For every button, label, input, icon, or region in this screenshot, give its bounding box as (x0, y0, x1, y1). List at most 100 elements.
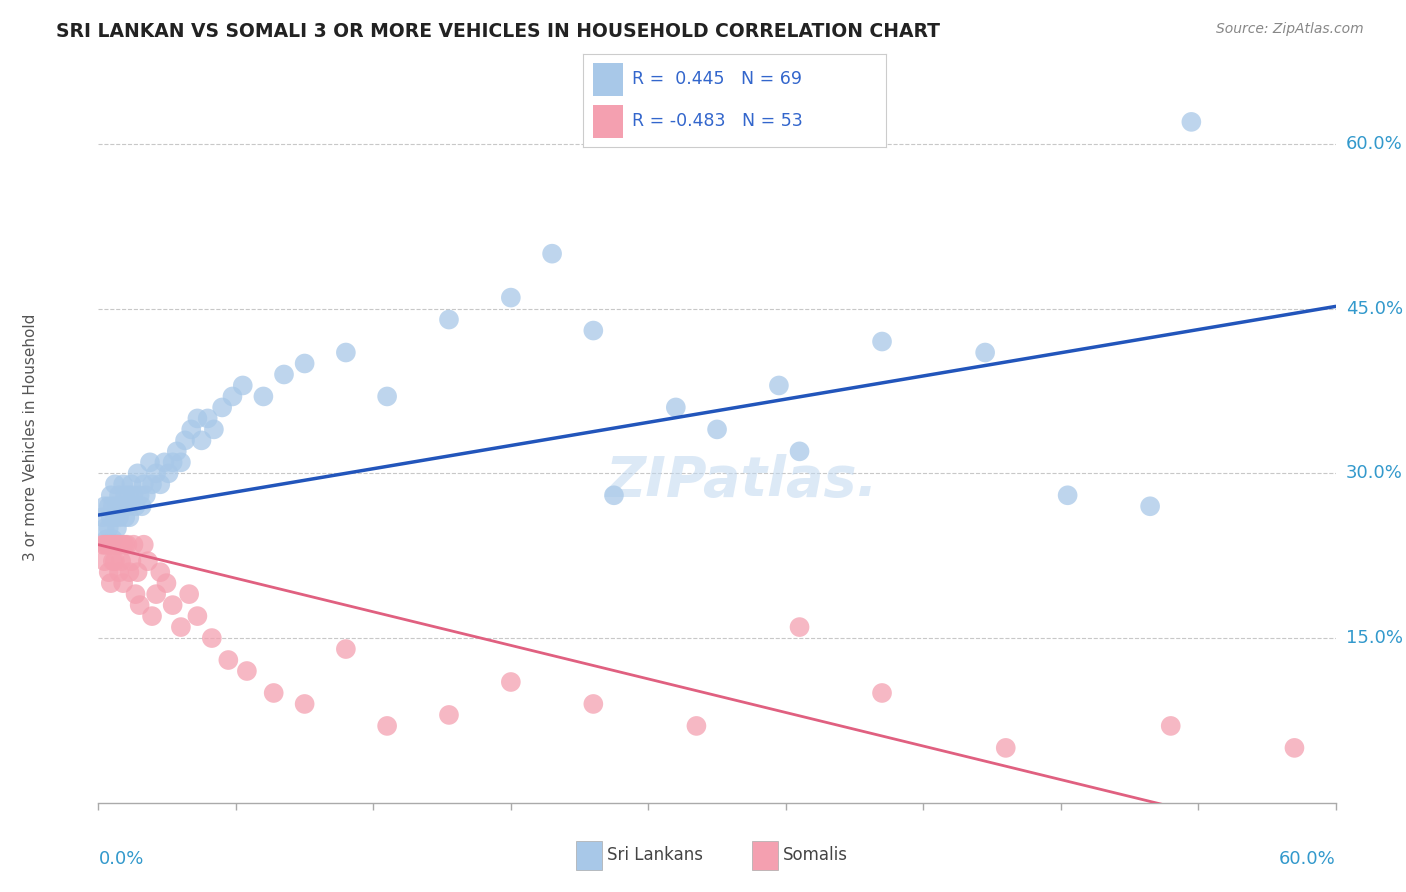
Point (118, 488, 141, 502)
Text: 0.0%: 0.0% (98, 850, 143, 868)
Point (789, 620, 811, 634)
Point (232, 378, 254, 392)
Point (1284, 740, 1306, 755)
Point (149, 565, 172, 579)
Point (263, 686, 285, 700)
Point (97, 521, 120, 535)
Point (974, 345, 997, 359)
Point (120, 477, 142, 491)
Text: ZIPatlas.: ZIPatlas. (606, 454, 879, 508)
Point (108, 538, 131, 552)
Point (335, 642, 357, 657)
Point (994, 740, 1017, 755)
Point (118, 565, 141, 579)
Text: Somalis: Somalis (783, 847, 848, 864)
Text: 30.0%: 30.0% (1346, 465, 1403, 483)
Point (131, 500, 153, 514)
Point (706, 422, 728, 436)
Point (124, 587, 146, 601)
Point (105, 500, 128, 514)
Text: 15.0%: 15.0% (1346, 629, 1403, 647)
Point (236, 664, 259, 678)
Point (1180, 115, 1202, 129)
Point (104, 554, 127, 568)
Point (105, 538, 128, 552)
Point (114, 510, 136, 524)
Point (335, 345, 357, 359)
Point (1139, 500, 1161, 514)
Point (105, 538, 128, 552)
Point (186, 609, 208, 624)
Point (665, 401, 688, 415)
Text: 3 or more Vehicles in Household: 3 or more Vehicles in Household (22, 313, 38, 561)
Text: SRI LANKAN VS SOMALI 3 OR MORE VEHICLES IN HOUSEHOLD CORRELATION CHART: SRI LANKAN VS SOMALI 3 OR MORE VEHICLES … (56, 22, 941, 41)
Point (101, 500, 124, 514)
Point (100, 510, 122, 524)
Point (499, 675, 522, 690)
Text: R =  0.445   N = 69: R = 0.445 N = 69 (631, 70, 801, 88)
Point (157, 467, 180, 481)
Point (186, 411, 208, 425)
Point (582, 697, 605, 711)
Point (117, 538, 139, 552)
Point (100, 488, 122, 502)
Bar (592, 105, 623, 138)
Point (197, 411, 219, 425)
Point (93, 521, 115, 535)
Point (135, 488, 157, 502)
Point (273, 368, 295, 382)
Point (789, 444, 811, 458)
Point (190, 434, 212, 448)
Point (499, 291, 522, 305)
Point (221, 389, 243, 403)
Text: R = -0.483   N = 53: R = -0.483 N = 53 (631, 112, 803, 130)
Point (201, 631, 224, 645)
Point (136, 554, 159, 568)
Point (375, 389, 398, 403)
Point (112, 477, 135, 491)
Point (112, 500, 135, 514)
Point (97, 565, 120, 579)
Point (91, 538, 114, 552)
Point (145, 467, 167, 481)
Bar (592, 63, 623, 95)
Point (179, 587, 201, 601)
Point (128, 598, 150, 612)
Point (1056, 488, 1078, 502)
Point (132, 538, 155, 552)
Point (117, 500, 139, 514)
Point (145, 587, 167, 601)
Point (155, 576, 177, 591)
Point (141, 477, 163, 491)
Point (122, 538, 145, 552)
Point (294, 357, 316, 371)
Point (211, 401, 233, 415)
Point (104, 538, 127, 552)
Point (97, 500, 120, 514)
Point (101, 554, 124, 568)
Point (110, 554, 132, 568)
Point (127, 467, 149, 481)
Point (141, 609, 163, 624)
Point (217, 653, 239, 667)
Point (97, 538, 120, 552)
Point (139, 455, 162, 469)
Point (437, 708, 460, 723)
Point (132, 477, 155, 491)
Point (101, 533, 124, 547)
Point (170, 455, 193, 469)
Point (685, 719, 707, 733)
Point (375, 719, 398, 733)
Point (252, 389, 274, 403)
Point (870, 334, 893, 349)
Point (114, 538, 136, 552)
Point (122, 488, 145, 502)
Point (170, 620, 193, 634)
Point (108, 510, 131, 524)
Point (93, 538, 115, 552)
Point (124, 500, 146, 514)
Point (100, 576, 122, 591)
Point (294, 697, 316, 711)
Point (870, 686, 893, 700)
Point (153, 455, 176, 469)
